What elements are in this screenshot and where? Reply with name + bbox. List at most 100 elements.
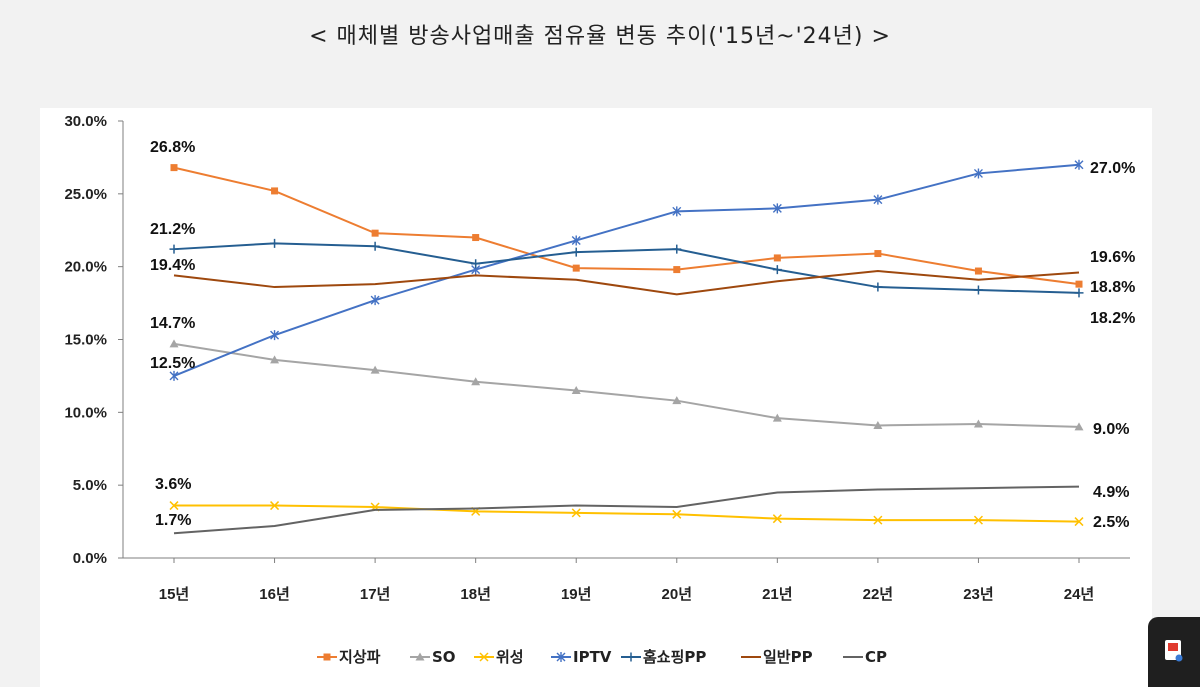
series-line	[173, 270, 1080, 296]
data-point	[973, 419, 983, 428]
x-tick-label: 17년	[360, 586, 391, 603]
series-lines	[169, 159, 1084, 535]
data-point	[672, 244, 682, 254]
y-tick-label: 30.0%	[64, 113, 107, 130]
legend-marker	[415, 652, 425, 661]
legend-label: 위성	[496, 648, 524, 666]
data-label-start: 3.6%	[155, 476, 191, 493]
x-tick-label: 23년	[963, 586, 994, 603]
y-tick-label: 0.0%	[73, 550, 107, 567]
x-tick-label: 24년	[1064, 586, 1095, 603]
x-tick-label: 15년	[159, 586, 190, 603]
data-point	[1074, 422, 1084, 431]
series-line	[173, 242, 1080, 294]
data-point	[270, 355, 280, 364]
chart-area-background	[40, 108, 1152, 687]
data-point	[370, 295, 380, 306]
data-point	[974, 267, 982, 275]
data-label-end: 9.0%	[1093, 421, 1129, 438]
data-point	[673, 266, 681, 274]
data-point	[874, 250, 882, 258]
data-point	[571, 508, 581, 518]
chart-title: < 매체별 방송사업매출 점유율 변동 추이('15년~'24년) >	[309, 24, 891, 49]
data-point	[169, 501, 179, 511]
data-point	[873, 282, 883, 292]
y-tick-label: 10.0%	[64, 404, 107, 421]
legend-item: IPTV	[551, 648, 612, 666]
data-point	[772, 203, 782, 214]
series-SO	[169, 339, 1084, 431]
legend-item: SO	[410, 648, 456, 666]
series-홈쇼핑PP	[169, 238, 1084, 298]
data-point	[672, 206, 682, 217]
series-위성	[169, 501, 1084, 527]
data-point	[1075, 280, 1083, 288]
series-line	[173, 166, 1080, 286]
data-point	[169, 339, 179, 348]
data-point	[370, 365, 380, 374]
data-point	[572, 264, 580, 272]
y-tick-label: 5.0%	[73, 477, 107, 494]
data-label-start: 14.7%	[150, 315, 195, 332]
data-point	[973, 515, 983, 525]
legend-label: 홈쇼핑PP	[643, 648, 706, 666]
x-tick-label: 22년	[863, 586, 894, 603]
data-point	[973, 168, 983, 179]
x-tick-label: 19년	[561, 586, 592, 603]
series-지상파	[170, 164, 1083, 288]
x-tick-label: 18년	[460, 586, 491, 603]
x-tick-label: 20년	[662, 586, 693, 603]
legend-label: SO	[432, 648, 456, 666]
data-label-start: 19.4%	[150, 257, 195, 274]
data-point	[270, 238, 280, 248]
y-tick-label: 15.0%	[64, 332, 107, 349]
data-point	[1074, 159, 1084, 170]
legend-item: 홈쇼핑PP	[621, 648, 706, 666]
data-point	[271, 187, 279, 195]
data-label-start: 26.8%	[150, 139, 195, 156]
data-point	[873, 420, 883, 429]
data-point	[1074, 517, 1084, 527]
data-point	[471, 377, 481, 386]
legend-marker	[626, 652, 636, 662]
data-point	[169, 370, 179, 381]
data-point	[772, 514, 782, 524]
legend-item: 지상파	[317, 648, 381, 666]
data-point	[873, 515, 883, 525]
data-label-end: 18.2%	[1090, 310, 1135, 327]
data-point	[571, 235, 581, 246]
data-point	[472, 234, 480, 242]
screenshot-tool-icon[interactable]	[1164, 639, 1184, 663]
data-point	[371, 229, 379, 237]
data-point	[170, 164, 178, 172]
series-line	[173, 342, 1080, 428]
data-label-end: 4.9%	[1093, 484, 1129, 501]
floating-widget[interactable]	[1148, 617, 1200, 687]
legend-item: 일반PP	[741, 648, 813, 666]
data-point	[672, 396, 682, 405]
data-point	[471, 259, 481, 269]
data-label-start: 21.2%	[150, 221, 195, 238]
legend-marker	[556, 652, 566, 662]
data-point	[773, 254, 781, 262]
legend: 지상파 SO 위성 IPTV 홈쇼핑PP 일반PP CP	[317, 648, 887, 666]
axes: 0.0% 5.0% 10.0% 15.0% 20.0% 25.0% 30.0% 15년 16년 1…	[64, 113, 1130, 603]
data-point	[270, 501, 280, 511]
series-line	[174, 504, 1080, 523]
series-line	[173, 163, 1080, 377]
data-point	[1074, 288, 1084, 298]
data-labels: 26.8% 18.8% 14.7% 9.0% 3.6% 2.5% 12.5% 27.0% 21.…	[150, 139, 1135, 531]
legend-item: 위성	[474, 648, 524, 666]
data-label-start: 12.5%	[150, 355, 195, 372]
series-일반PP	[173, 270, 1080, 296]
legend-marker	[323, 653, 331, 661]
x-tick-label: 21년	[762, 586, 793, 603]
legend-label: IPTV	[573, 648, 612, 666]
series-line	[173, 485, 1080, 535]
data-point	[571, 247, 581, 257]
data-point	[370, 241, 380, 251]
legend-label: 지상파	[339, 648, 381, 666]
x-tick-label: 16년	[259, 586, 290, 603]
legend-item: CP	[843, 648, 887, 666]
